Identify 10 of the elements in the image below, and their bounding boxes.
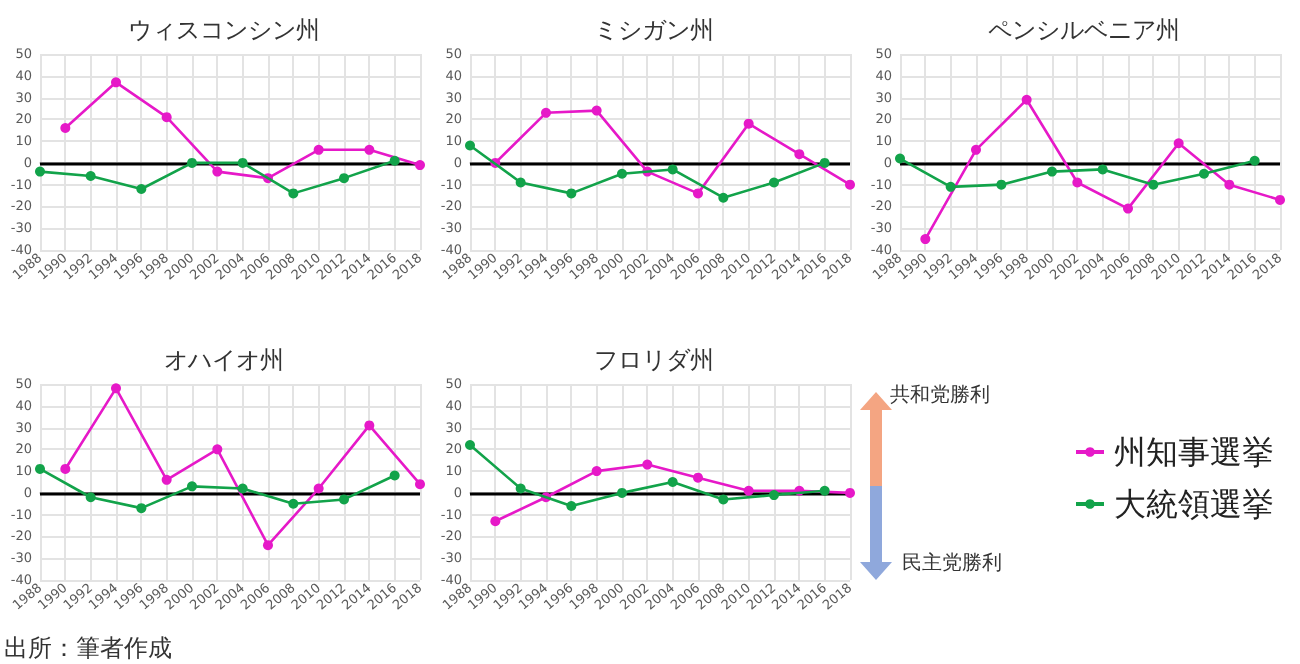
chart-title: フロリダ州 [594, 346, 714, 374]
chart-title: ウィスコンシン州 [128, 16, 320, 44]
legend-label: 大統領選挙 [1114, 485, 1274, 523]
chart-title: オハイオ州 [164, 346, 284, 374]
text: 共和党勝利 [890, 383, 990, 407]
chart-title: ペンシルベニア州 [988, 16, 1180, 44]
legend-label: 州知事選挙 [1114, 433, 1274, 471]
text: 民主党勝利 [902, 551, 1002, 575]
text: 出所：筆者作成 [4, 634, 172, 662]
chart-title: ミシガン州 [594, 16, 714, 44]
